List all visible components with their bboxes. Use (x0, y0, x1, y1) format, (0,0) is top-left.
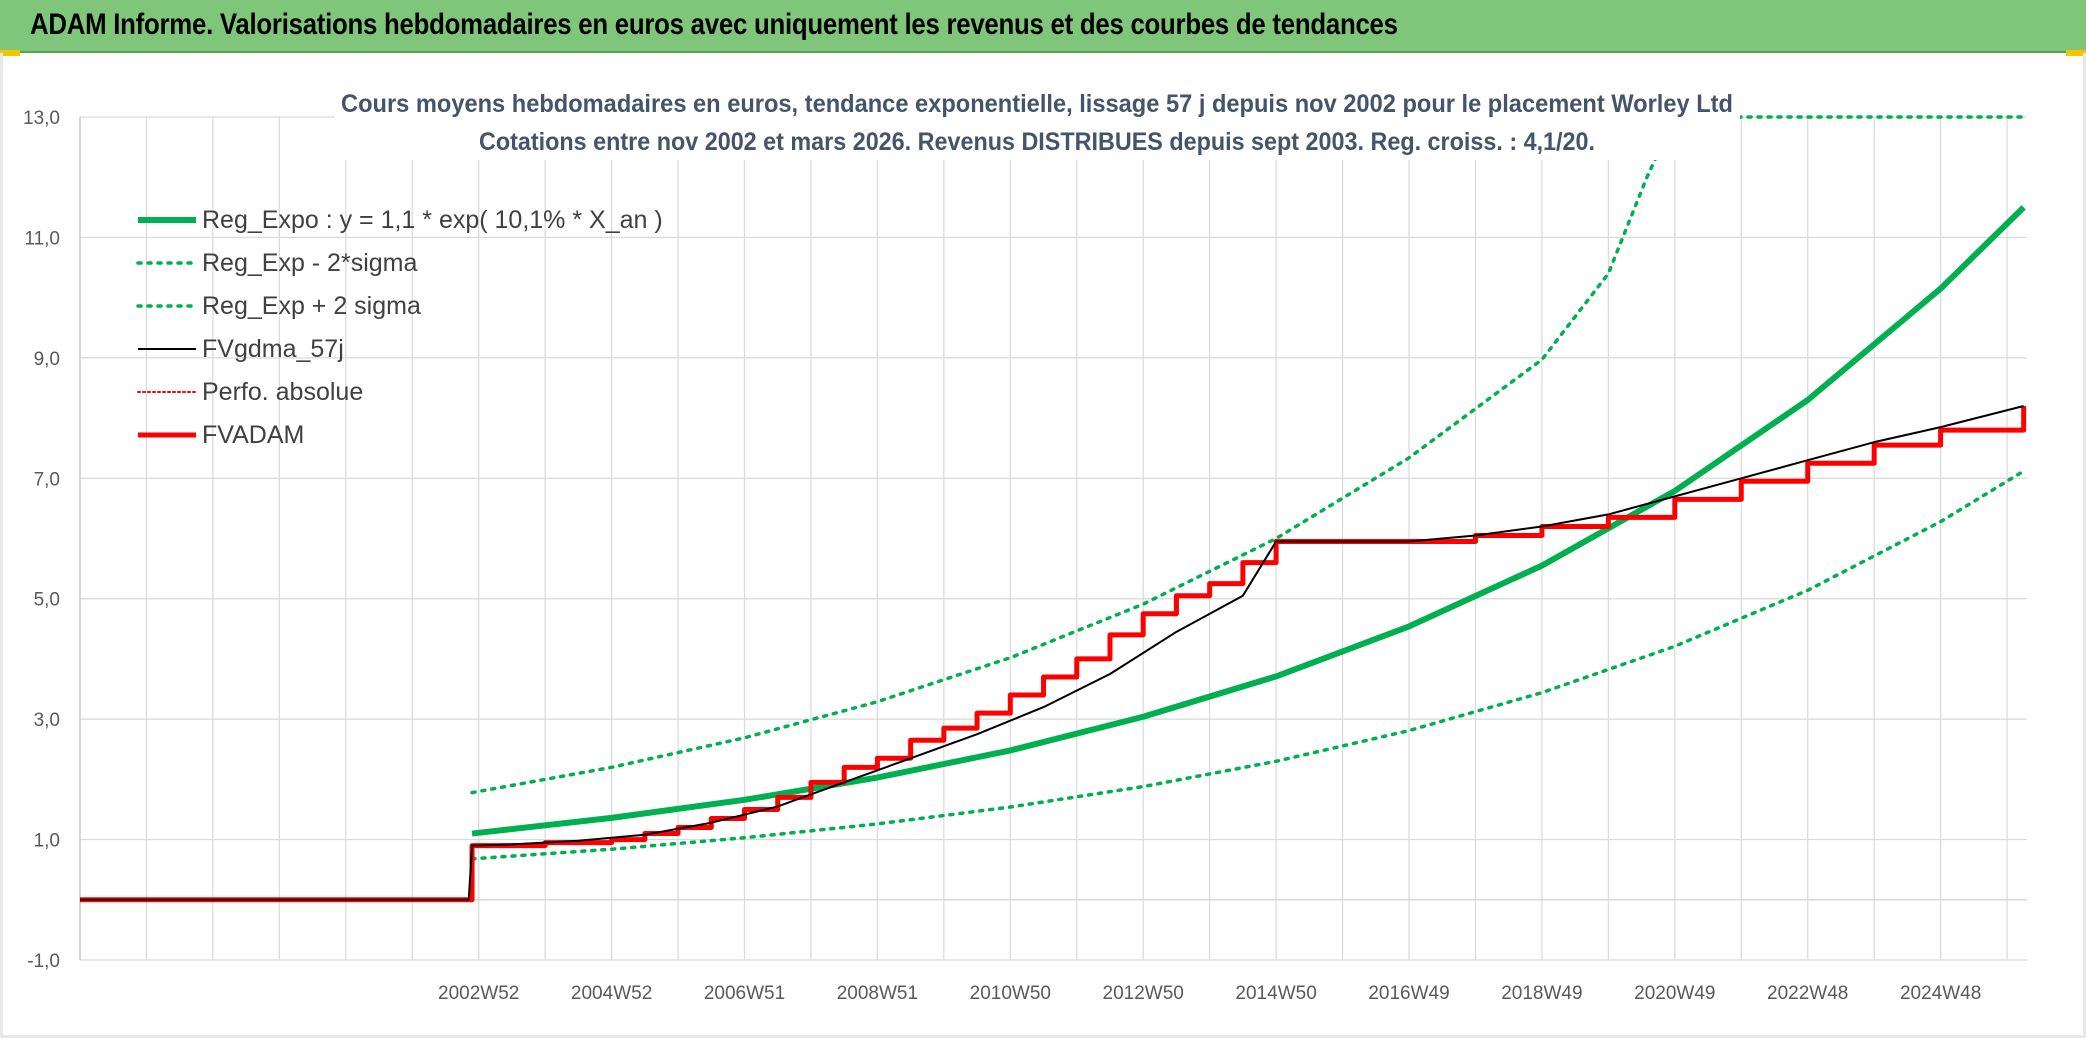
legend: Reg_Expo : y = 1,1 * exp( 10,1% * X_an )… (136, 206, 663, 449)
legend-label: Perfo. absolue (202, 378, 363, 406)
legend-label: FVADAM (202, 421, 304, 449)
x-tick-label: 2012W50 (1103, 983, 1184, 1004)
series-line-reg-exp-2-sigma (470, 115, 2026, 795)
x-tick-label: 2010W50 (970, 983, 1051, 1004)
y-tick-label: -1,0 (27, 951, 60, 972)
x-tick-label: 2004W52 (571, 983, 652, 1004)
x-tick-label: 2024W48 (1900, 983, 1981, 1004)
x-tick-label: 2006W51 (704, 983, 785, 1004)
x-tick-label: 2016W49 (1368, 983, 1449, 1004)
x-tick-label: 2008W51 (837, 983, 918, 1004)
corner-mark-left (0, 50, 20, 56)
series-line-reg-exp-2-sigma (470, 469, 2026, 861)
banner-title: ADAM Informe. Valorisations hebdomadaire… (30, 8, 1398, 41)
corner-mark-right (2066, 50, 2086, 56)
x-tick-label: 2018W49 (1501, 983, 1582, 1004)
grid (79, 116, 2027, 961)
chart-frame (0, 53, 2086, 1038)
series-line-reg-expo-y-1-1-exp-10-1-x-an (471, 205, 2026, 837)
x-axis-ticks: 2002W52 2004W52 2006W51 2008W51 2010W50 2012W… (438, 983, 1981, 1004)
y-tick-label: 3,0 (34, 710, 60, 731)
x-tick-label: 2022W48 (1767, 983, 1848, 1004)
y-tick-label: 7,0 (34, 469, 60, 490)
y-tick-label: 13,0 (23, 108, 60, 129)
chart-title-line1: Cours moyens hebdomadaires en euros, ten… (341, 90, 1733, 118)
y-tick-label: 5,0 (34, 590, 60, 611)
y-tick-label: 9,0 (34, 349, 60, 370)
legend-label: Reg_Exp - 2*sigma (202, 249, 417, 277)
y-tick-label: 1,0 (34, 831, 60, 852)
x-tick-label: 2014W50 (1235, 983, 1316, 1004)
banner: ADAM Informe. Valorisations hebdomadaire… (0, 0, 2086, 53)
legend-label: FVgdma_57j (202, 335, 344, 363)
x-tick-label: 2002W52 (438, 983, 519, 1004)
y-tick-label: 11,0 (24, 228, 60, 249)
legend-label: Reg_Expo : y = 1,1 * exp( 10,1% * X_an ) (202, 206, 663, 234)
series-line-fvgdma-57j (80, 405, 2024, 901)
x-tick-label: 2020W49 (1634, 983, 1715, 1004)
y-axis-ticks: -1,0 1,0 3,0 5,0 7,0 9,0 11,0 13,0 (23, 108, 60, 972)
series-layer (80, 115, 2027, 903)
title-backdrop (335, 80, 1740, 160)
chart-title-line2: Cotations entre nov 2002 et mars 2026. R… (479, 128, 1595, 156)
legend-label: Reg_Exp + 2 sigma (202, 292, 421, 320)
